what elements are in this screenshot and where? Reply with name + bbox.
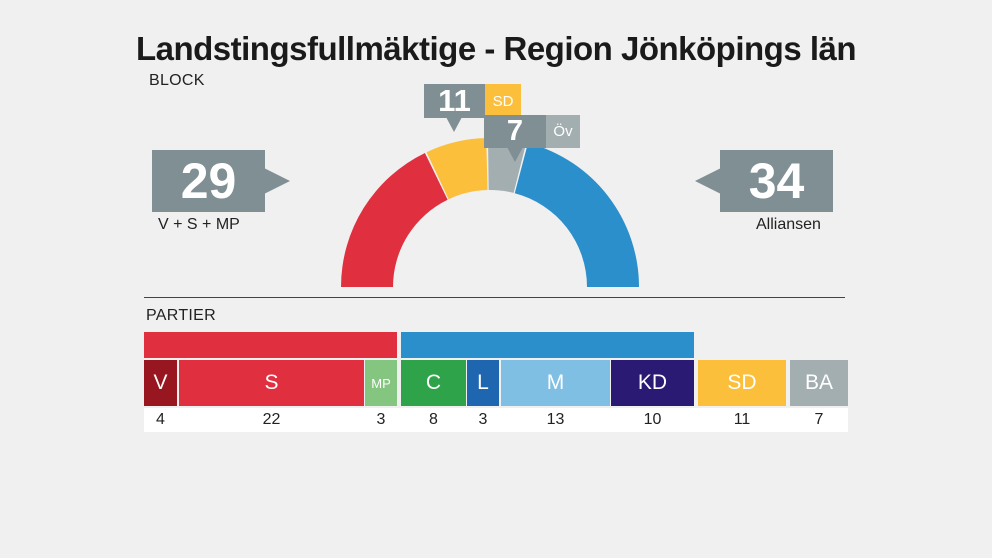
block-section-label: BLOCK xyxy=(149,72,205,89)
sd-pointer xyxy=(446,117,462,132)
seat-row-filler xyxy=(363,408,365,432)
right-block-pointer xyxy=(695,168,721,194)
sd-block-value: 11 xyxy=(424,83,485,118)
party-seats-l: 3 xyxy=(467,408,499,432)
section-divider xyxy=(144,297,845,298)
seat-row-filler xyxy=(465,408,467,432)
ov-block-value: 7 xyxy=(484,115,546,148)
page-title: Landstingsfullmäktige - Region Jönköping… xyxy=(135,30,857,67)
party-cell-l: L xyxy=(467,360,499,406)
right-block-caption: Alliansen xyxy=(756,216,821,233)
ov-tag: Öv xyxy=(546,115,580,148)
left-block-bar xyxy=(144,332,397,358)
party-cell-c: C xyxy=(401,360,466,406)
left-block-pointer xyxy=(264,168,290,194)
right-block-bar xyxy=(401,332,694,358)
parties-section-label: PARTIER xyxy=(146,307,216,324)
arc-segment-alliansen xyxy=(514,142,639,287)
party-seats-mp: 3 xyxy=(365,408,397,432)
party-cell-sd: SD xyxy=(698,360,786,406)
party-seats-kd: 10 xyxy=(611,408,694,432)
party-cell-m: M xyxy=(501,360,610,406)
seat-row-filler xyxy=(397,408,401,432)
party-cell-mp: MP xyxy=(365,360,397,406)
party-seats-s: 22 xyxy=(179,408,364,432)
party-seats-sd: 11 xyxy=(698,408,786,432)
seat-row-filler xyxy=(694,408,698,432)
arc-segment-v-s-mp xyxy=(341,152,448,287)
party-seats-c: 8 xyxy=(401,408,466,432)
party-seats-m: 13 xyxy=(501,408,610,432)
seat-row-filler xyxy=(609,408,611,432)
party-cell-s: S xyxy=(179,360,364,406)
seat-row-filler xyxy=(499,408,501,432)
party-cell-ba: BA xyxy=(790,360,848,406)
seat-row-filler xyxy=(786,408,790,432)
arc-segment-sd xyxy=(426,138,488,200)
party-cell-kd: KD xyxy=(611,360,694,406)
left-block-caption: V + S + MP xyxy=(158,216,240,233)
seat-semicircle xyxy=(341,138,639,287)
ov-pointer xyxy=(507,147,523,162)
sd-tag: SD xyxy=(485,84,521,118)
party-seats-v: 4 xyxy=(144,408,177,432)
seat-row-filler xyxy=(177,408,179,432)
right-block-value: 34 xyxy=(720,150,833,212)
party-seats-ba: 7 xyxy=(790,408,848,432)
left-block-value: 29 xyxy=(152,150,265,212)
party-cell-v: V xyxy=(144,360,177,406)
